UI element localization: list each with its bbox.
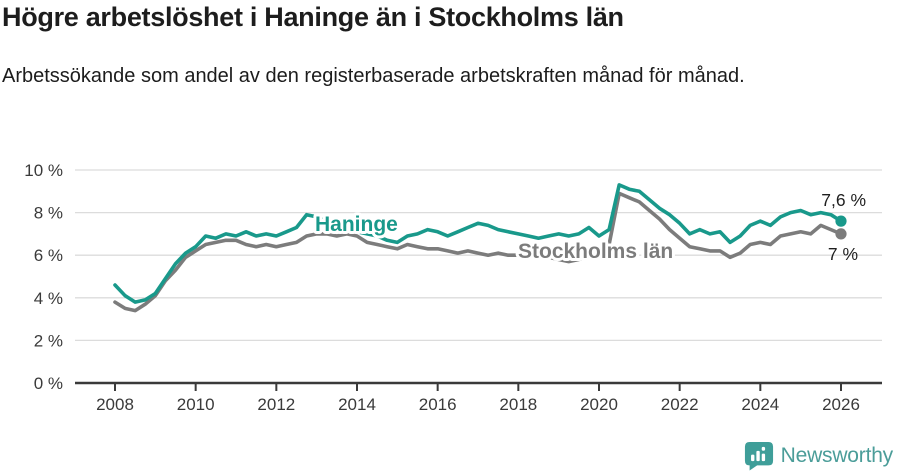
x-tick-label: 2024	[741, 395, 779, 414]
stockholms-l-n-line	[113, 191, 843, 313]
x-tick-label: 2012	[257, 395, 295, 414]
y-tick-label: 8 %	[34, 204, 63, 223]
x-tick-label: 2014	[338, 395, 376, 414]
haninge-end-value-label: 7,6 %	[821, 190, 866, 210]
newsworthy-logo-text: Newsworthy	[780, 444, 894, 467]
x-tick-label: 2008	[96, 395, 134, 414]
y-tick-label: 0 %	[34, 374, 63, 393]
y-tick-label: 4 %	[34, 289, 63, 308]
y-tick-label: 6 %	[34, 246, 63, 265]
y-tick-label: 10 %	[24, 161, 63, 180]
x-tick-label: 2018	[499, 395, 537, 414]
x-tick-label: 2022	[661, 395, 699, 414]
newsworthy-logo: Newsworthy	[744, 441, 893, 471]
x-tick-label: 2020	[580, 395, 618, 414]
x-tick-label: 2016	[419, 395, 457, 414]
y-tick-label: 2 %	[34, 331, 63, 350]
page-title: Högre arbetslöshet i Haninge än i Stockh…	[2, 2, 624, 32]
bar-chart-bubble-icon	[744, 441, 773, 471]
chart-subtitle: Arbetssökande som andel av den registerb…	[2, 65, 745, 87]
haninge-series-label: Haninge	[315, 213, 398, 236]
stockholms-l-n-end-dot	[835, 228, 847, 240]
x-tick-label: 2010	[177, 395, 215, 414]
stockholms-l-n-end-value-label: 7 %	[828, 244, 858, 264]
stockholms-l-n-series-label: Stockholms län	[518, 240, 673, 263]
x-tick-label: 2026	[822, 395, 860, 414]
haninge-end-dot	[835, 215, 847, 227]
haninge-line	[113, 183, 843, 304]
